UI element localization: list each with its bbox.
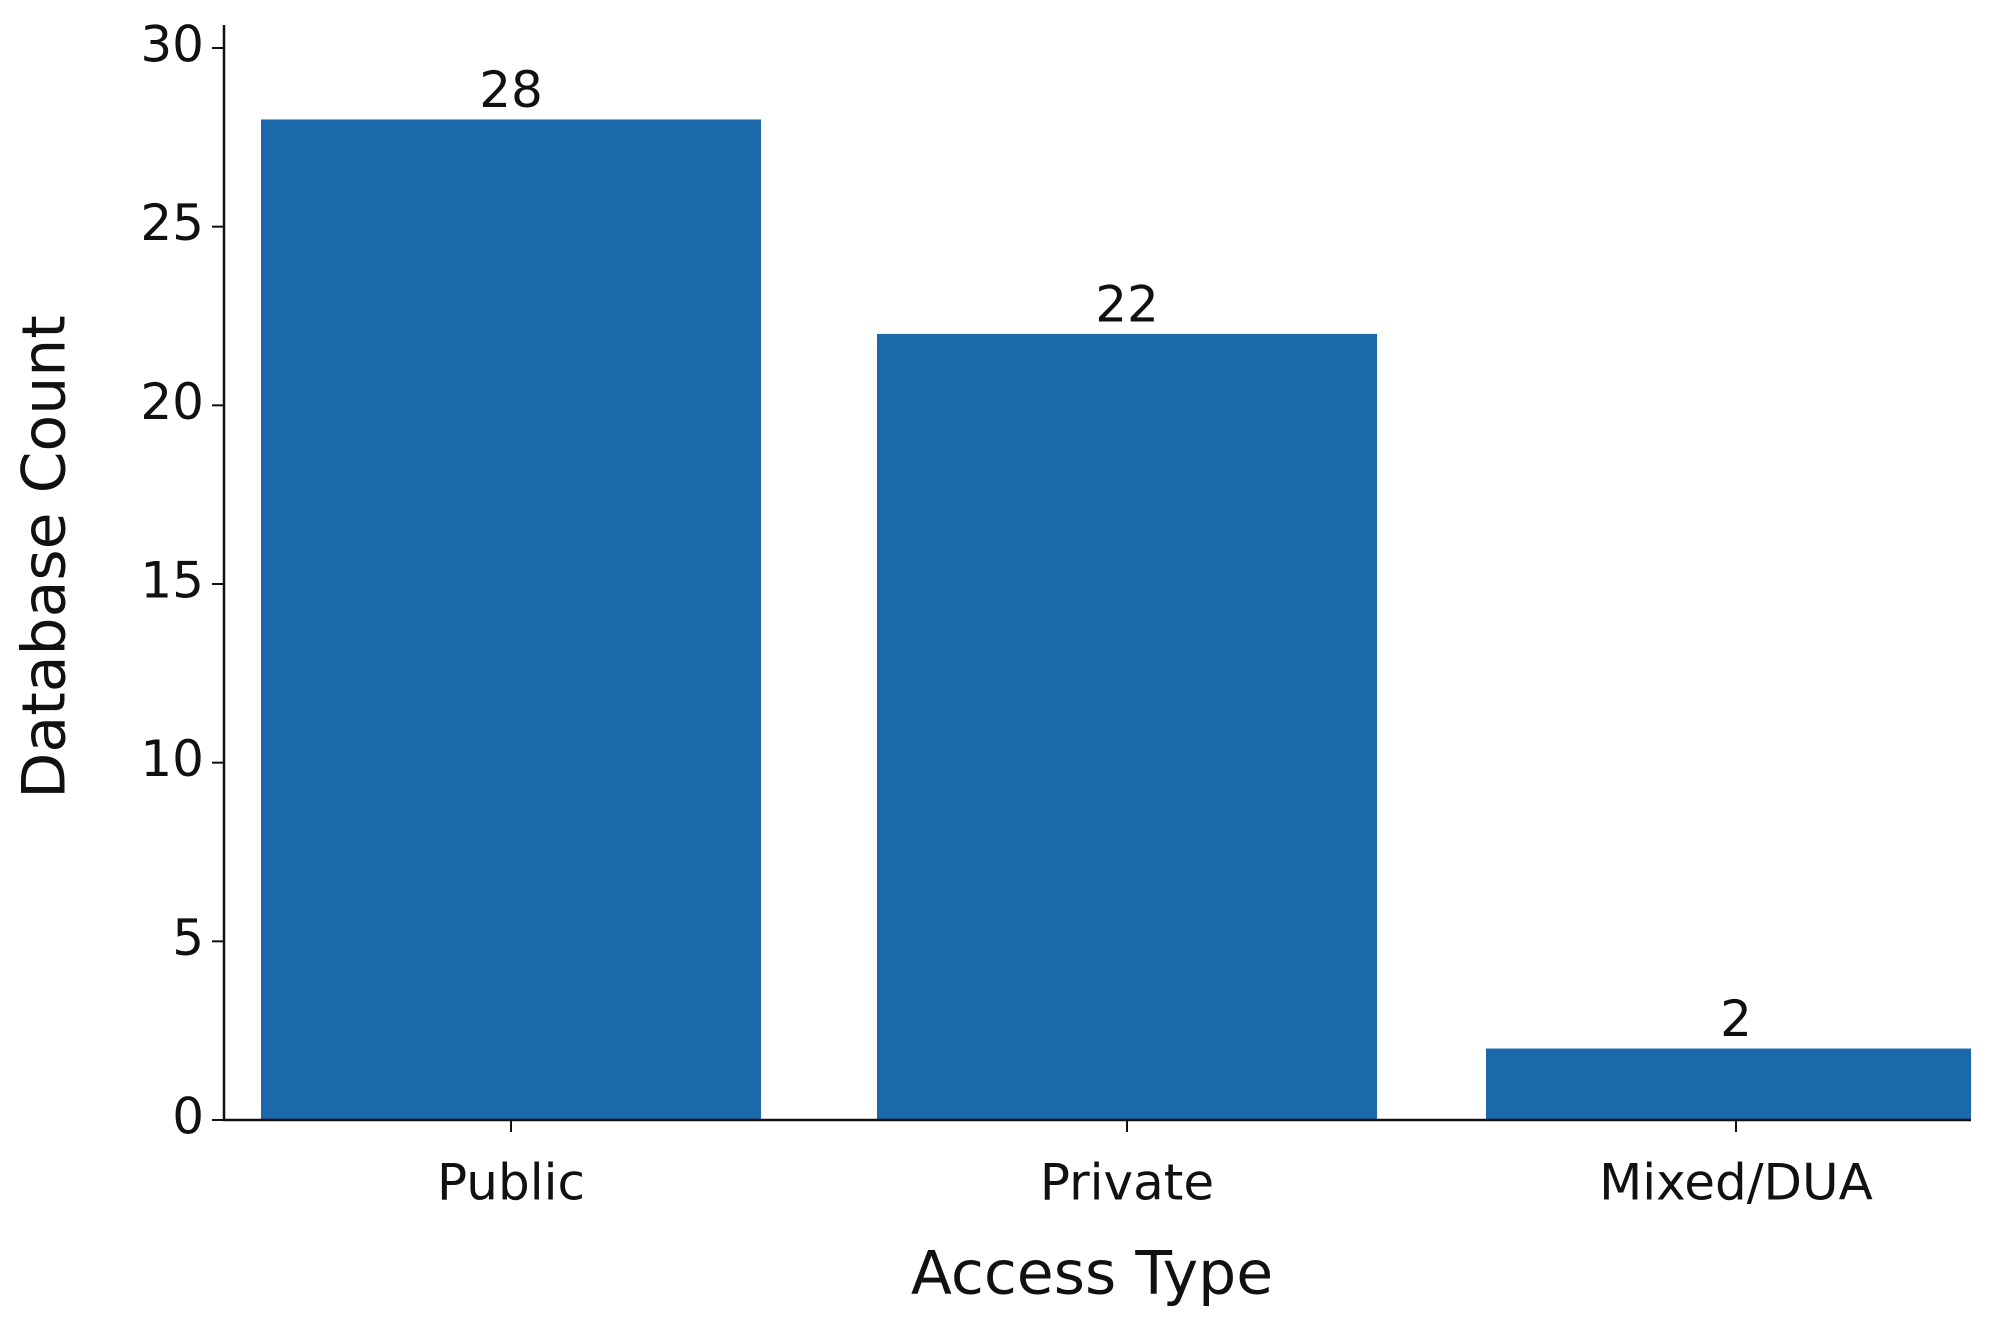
y-tick-label: 25: [140, 194, 204, 252]
x-tick-label: Mixed/DUA: [1599, 1154, 1873, 1212]
y-tick-label: 0: [172, 1088, 204, 1146]
value-label: 28: [479, 61, 543, 119]
y-tick-label: 30: [140, 16, 204, 74]
bar: [1486, 1048, 1971, 1120]
y-tick-label: 5: [172, 909, 204, 967]
x-axis-title: Access Type: [911, 1239, 1273, 1309]
bar: [877, 333, 1377, 1120]
y-axis-title: Database Count: [10, 315, 80, 799]
y-tick-label: 15: [140, 552, 204, 610]
y-tick-label: 10: [140, 730, 204, 788]
y-tick-label: 20: [140, 373, 204, 431]
bar: [261, 119, 761, 1120]
x-tick-label: Private: [1040, 1154, 1214, 1212]
value-label: 2: [1720, 990, 1752, 1048]
x-tick-label: Public: [437, 1154, 585, 1212]
value-label: 22: [1095, 275, 1159, 333]
